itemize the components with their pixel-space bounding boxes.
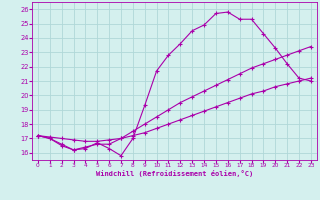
X-axis label: Windchill (Refroidissement éolien,°C): Windchill (Refroidissement éolien,°C) bbox=[96, 170, 253, 177]
